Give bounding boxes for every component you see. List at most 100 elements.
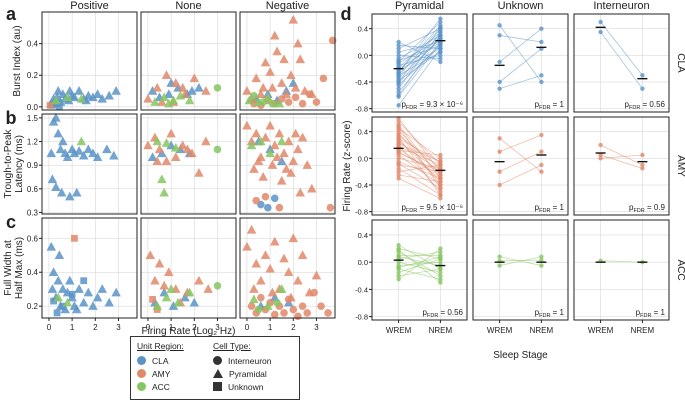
legend-type-column: Cell Type: Interneuron Pyramidal Unknown [213, 341, 271, 393]
legend-type-label: Interneuron [228, 355, 272, 366]
data-point [497, 33, 502, 38]
pair-line [600, 21, 643, 76]
data-point [254, 305, 263, 314]
x-tick-label: 1 [70, 323, 75, 332]
y-tick-label: -0.4 [355, 181, 368, 190]
pair-line [600, 260, 643, 263]
y-tick-label: 0.2 [27, 302, 39, 311]
data-point [283, 136, 294, 146]
data-point [267, 287, 278, 297]
data-point [213, 84, 222, 92]
data-point [168, 95, 179, 105]
data-point [640, 162, 645, 168]
data-point [247, 302, 256, 310]
pair-line [398, 54, 441, 60]
data-point [78, 150, 89, 160]
data-point [157, 97, 167, 106]
data-point [438, 162, 443, 168]
data-point [640, 73, 645, 78]
amy-dot-icon [137, 369, 146, 378]
data-point [274, 98, 285, 108]
pair-line [499, 48, 542, 83]
panel-letter: b [6, 108, 17, 128]
data-point [265, 263, 275, 273]
pair-line [499, 74, 542, 90]
data-point [246, 224, 257, 234]
data-point [264, 203, 272, 212]
data-point [279, 54, 289, 64]
data-point [50, 297, 57, 305]
data-point [53, 292, 63, 302]
x-tick-label: 0 [146, 323, 151, 332]
subplot-frame [371, 13, 468, 113]
pair-line [499, 134, 542, 153]
data-point [88, 148, 98, 158]
paired-subplot: pFDR = 9.3 × 10⁻⁶ [369, 13, 468, 113]
data-point [53, 309, 61, 317]
data-point [396, 150, 401, 156]
data-point [150, 97, 160, 106]
data-point [256, 89, 266, 98]
legend-region-column: Unit Region: CLA AMY ACC [137, 341, 184, 393]
data-point [438, 152, 443, 158]
x-tick-label: 2 [93, 323, 98, 332]
subplot-frame [371, 219, 468, 321]
data-point [396, 176, 401, 181]
data-point [396, 43, 401, 48]
data-point [47, 284, 58, 293]
data-point [166, 128, 176, 138]
data-point [279, 253, 289, 263]
data-point [72, 187, 82, 197]
data-point [273, 298, 281, 307]
data-point [298, 99, 307, 108]
data-point [438, 156, 443, 161]
legend-region-label: CLA [152, 355, 169, 366]
scatter-subplot [239, 217, 336, 321]
column-title: Unknown [498, 0, 544, 12]
data-point [46, 148, 57, 158]
y-tick-label: -0.4 [355, 78, 368, 87]
data-point [184, 287, 195, 297]
data-point [213, 281, 222, 290]
data-point [244, 95, 255, 105]
data-point [58, 136, 68, 146]
data-point [305, 90, 314, 98]
pair-line [398, 256, 441, 269]
data-point [175, 90, 186, 100]
data-point [258, 82, 268, 92]
x-tick-label: 3 [116, 323, 121, 332]
pair-line [398, 44, 441, 50]
data-point [396, 156, 401, 161]
data-point [201, 86, 211, 95]
data-point [290, 82, 301, 92]
data-point [152, 82, 162, 92]
data-point [270, 140, 280, 150]
pair-line [499, 138, 542, 172]
data-point [257, 293, 265, 302]
data-point [242, 241, 252, 251]
scatter-subplot [239, 11, 337, 111]
data-point [438, 254, 443, 259]
pair-line [398, 132, 441, 186]
data-point [51, 182, 61, 191]
x-tick-label: 2 [192, 323, 197, 332]
data-point [497, 136, 502, 141]
data-point [177, 82, 188, 92]
data-point [317, 302, 325, 310]
data-point [161, 292, 172, 302]
data-point [48, 267, 59, 276]
data-point [396, 259, 401, 265]
data-point [302, 160, 312, 169]
data-point [396, 166, 401, 171]
data-point [260, 57, 271, 67]
legend-type-label: Pyramidal [229, 368, 267, 379]
data-point [276, 156, 287, 165]
data-point [88, 92, 98, 102]
pair-line [398, 163, 441, 189]
data-point [268, 99, 277, 108]
x-tick-label: 1 [169, 323, 174, 332]
subplot-frame [140, 113, 237, 215]
subplot-frame [573, 116, 670, 216]
y-axis-label: Trough-to-Peak [3, 128, 14, 198]
data-point [249, 164, 259, 173]
